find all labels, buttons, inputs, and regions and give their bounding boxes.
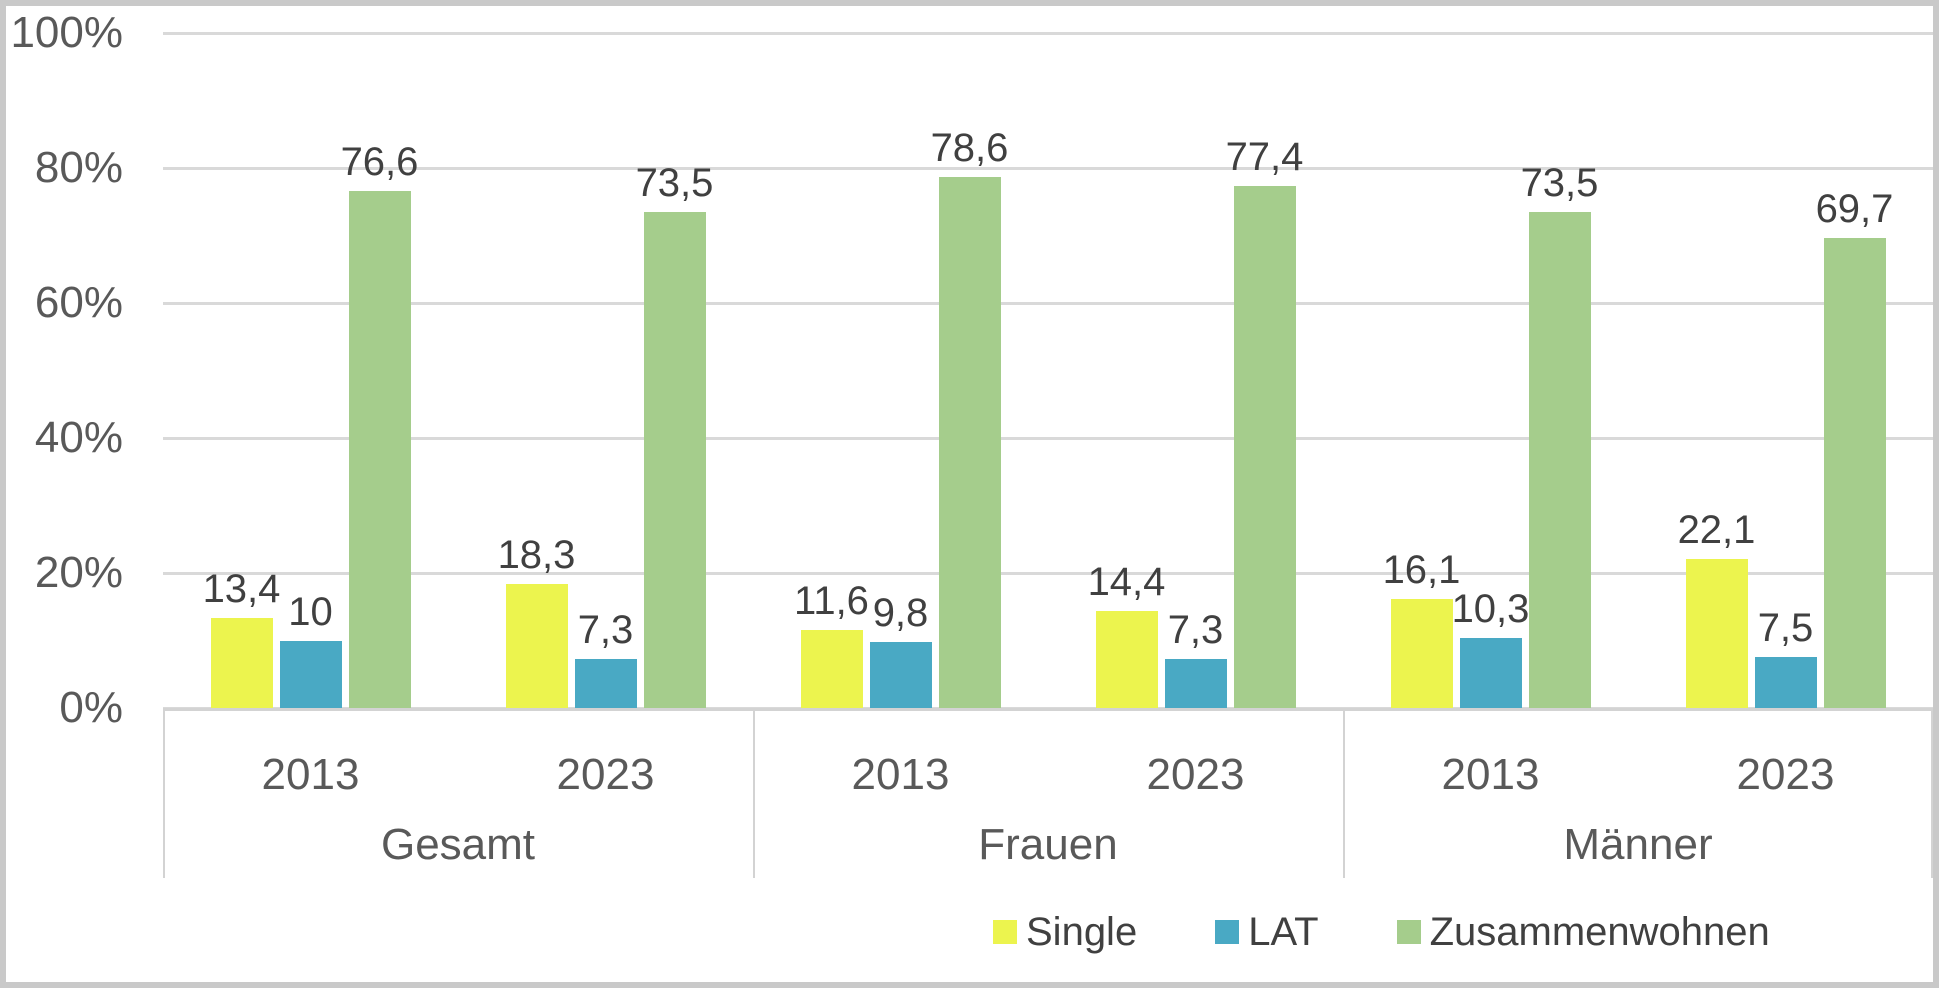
bar-lat: [279, 640, 342, 708]
bar-lat: [1754, 657, 1817, 708]
legend-label-single: Single: [1026, 909, 1138, 954]
x-axis-group-label-frauen: Frauen: [978, 820, 1118, 869]
bar-zusammenwohnen: [1233, 185, 1296, 708]
data-label-zusammenwohnen: 76,6: [340, 139, 419, 184]
bar-zusammenwohnen: [1823, 237, 1886, 708]
bar-single: [1685, 558, 1748, 708]
bar-single: [210, 617, 273, 708]
x-axis-group-divider: [163, 708, 165, 878]
bar-lat: [1459, 638, 1522, 708]
data-label-lat: 9,8: [872, 590, 929, 635]
data-label-single: 14,4: [1087, 559, 1166, 604]
bar-lat: [574, 658, 637, 708]
y-axis-tick-label: 80%: [34, 143, 123, 192]
data-label-lat: 7,3: [1167, 607, 1224, 652]
x-axis-year-label: 2013: [1441, 750, 1540, 799]
x-axis-group-label-m-nner: Männer: [1563, 820, 1713, 869]
x-axis-year-label: 2023: [1736, 750, 1835, 799]
legend-item-single: Single: [993, 910, 1137, 955]
bar-zusammenwohnen: [348, 190, 411, 708]
x-axis-year-label: 2023: [1146, 750, 1245, 799]
gridline-60: [163, 302, 1933, 305]
y-axis-tick-label: 40%: [34, 413, 123, 462]
legend-item-zusammenwohnen: Zusammenwohnen: [1396, 909, 1770, 955]
data-label-zusammenwohnen: 78,6: [930, 126, 1009, 171]
data-label-single: 18,3: [497, 533, 576, 578]
bar-single: [1095, 610, 1158, 708]
bar-zusammenwohnen: [938, 177, 1001, 708]
bar-lat: [1164, 658, 1227, 708]
data-label-single: 13,4: [202, 566, 281, 611]
x-axis-group-divider: [1931, 708, 1933, 878]
legend-swatch-single-icon: [993, 920, 1017, 944]
data-label-zusammenwohnen: 69,7: [1815, 186, 1894, 231]
bar-zusammenwohnen: [643, 211, 706, 708]
y-axis-tick-label: 100%: [10, 8, 123, 57]
data-label-single: 11,6: [794, 578, 869, 623]
data-label-lat: 10,3: [1451, 587, 1530, 632]
data-label-single: 16,1: [1382, 548, 1461, 593]
x-axis-group-divider: [753, 708, 755, 878]
legend: Single LAT Zusammenwohnen: [993, 905, 1770, 959]
x-axis-year-label: 2013: [851, 750, 950, 799]
data-label-lat: 7,5: [1757, 606, 1814, 651]
bar-zusammenwohnen: [1528, 211, 1591, 708]
data-label-lat: 10: [288, 589, 333, 634]
y-axis-tick-label: 20%: [34, 548, 123, 597]
data-label-lat: 7,3: [577, 607, 634, 652]
gridline-40: [163, 437, 1933, 440]
x-axis-baseline: [163, 708, 1933, 711]
gridline-20: [163, 572, 1933, 575]
bar-lat: [869, 641, 932, 708]
x-axis-group-divider: [1343, 708, 1345, 878]
x-axis-year-label: 2013: [261, 750, 360, 799]
legend-item-lat: LAT: [1215, 909, 1319, 955]
plot-area: 13,4 10 76,6 18,3 7,3 73,5 11,6 9,8 78,6 14,4 7,3 7…: [163, 32, 1933, 710]
legend-label-lat: LAT: [1248, 909, 1319, 954]
legend-swatch-zusammenwohnen-icon: [1396, 920, 1421, 944]
data-label-single: 22,1: [1677, 507, 1756, 552]
data-label-zusammenwohnen: 77,4: [1225, 134, 1304, 179]
bar-single: [1390, 599, 1453, 708]
bar-single: [505, 584, 568, 708]
x-axis-year-label: 2023: [556, 750, 655, 799]
data-label-zusammenwohnen: 73,5: [1520, 160, 1599, 205]
legend-swatch-lat-icon: [1215, 920, 1240, 944]
x-axis-group-label-gesamt: Gesamt: [380, 820, 536, 869]
y-axis-tick-label: 0%: [59, 683, 123, 732]
gridline-80: [163, 167, 1933, 170]
data-label-zusammenwohnen: 73,5: [635, 160, 714, 205]
bar-single: [800, 629, 863, 708]
legend-label-zusammenwohnen: Zusammenwohnen: [1429, 909, 1770, 954]
y-axis-tick-label: 60%: [34, 278, 123, 327]
gridline-100: [163, 32, 1933, 35]
